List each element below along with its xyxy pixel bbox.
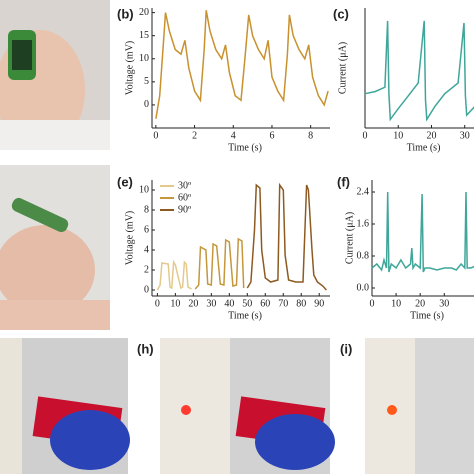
data-line — [246, 182, 327, 291]
x-tick-label: 20 — [415, 298, 425, 309]
x-tick-label: 4 — [231, 130, 236, 141]
x-tick-label: 2 — [192, 130, 197, 141]
y-axis-label: Current (μA) — [337, 42, 348, 94]
x-tick-label: 30 — [460, 130, 470, 141]
panel-label: (c) — [333, 6, 349, 21]
x-tick-label: 20 — [426, 130, 436, 141]
legend-label: 60º — [178, 192, 191, 203]
x-tick-label: 30 — [206, 298, 216, 309]
x-tick-label: 0 — [153, 130, 158, 141]
y-tick-label: 0 — [144, 99, 149, 110]
y-axis-label: Current (μA) — [344, 212, 355, 264]
x-tick-label: 0 — [363, 130, 368, 141]
x-tick-label: 20 — [188, 298, 198, 309]
y-tick-label: 0 — [144, 284, 149, 295]
data-line — [155, 10, 329, 119]
y-tick-label: 4 — [144, 244, 149, 255]
y-tick-label: 20 — [139, 7, 149, 18]
data-line — [194, 237, 245, 290]
y-tick-label: 0.8 — [357, 250, 370, 261]
x-tick-label: 10 — [393, 130, 403, 141]
photo-d — [0, 165, 110, 330]
y-tick-label: 2.4 — [357, 186, 370, 197]
x-tick-label: 0 — [155, 298, 160, 309]
panel-label: (f) — [337, 174, 350, 189]
legend-label: 30º — [178, 180, 191, 191]
y-tick-label: 6 — [144, 224, 149, 235]
photo-h — [160, 338, 335, 474]
x-axis-label: Time (s) — [410, 310, 444, 321]
y-tick-label: 15 — [139, 30, 149, 41]
panel-label: (e) — [117, 174, 133, 189]
y-tick-label: 5 — [144, 76, 149, 87]
x-tick-label: 40 — [224, 298, 234, 309]
panel-label: (i) — [340, 341, 352, 356]
x-tick-label: 80 — [296, 298, 306, 309]
x-tick-label: 60 — [260, 298, 270, 309]
x-tick-label: 70 — [278, 298, 288, 309]
y-tick-label: 0.0 — [357, 282, 370, 293]
panel-label: (b) — [117, 6, 134, 21]
x-tick-label: 90 — [314, 298, 324, 309]
x-tick-label: 0 — [370, 298, 375, 309]
x-tick-label: 6 — [269, 130, 274, 141]
y-axis-label: Voltage (mV) — [124, 211, 135, 266]
x-tick-label: 50 — [242, 298, 252, 309]
y-tick-label: 1.6 — [357, 218, 370, 229]
data-line — [371, 191, 474, 273]
data-line — [156, 259, 192, 291]
y-tick-label: 8 — [144, 204, 149, 215]
x-axis-label: Time (s) — [407, 142, 441, 153]
y-axis-label: Voltage (mV) — [124, 41, 135, 96]
x-tick-label: 10 — [170, 298, 180, 309]
legend-label: 90º — [178, 204, 191, 215]
photo-g — [0, 338, 130, 474]
x-axis-label: Time (s) — [228, 142, 262, 153]
x-tick-label: 30 — [439, 298, 449, 309]
x-tick-label: 8 — [308, 130, 313, 141]
panel-label: (h) — [137, 341, 154, 356]
x-tick-label: 10 — [391, 298, 401, 309]
y-tick-label: 10 — [139, 184, 149, 195]
x-axis-label: Time (s) — [228, 310, 262, 321]
data-line — [364, 20, 474, 122]
photo-i — [365, 338, 474, 474]
y-tick-label: 2 — [144, 264, 149, 275]
y-tick-label: 10 — [139, 53, 149, 64]
photo-a — [0, 0, 110, 150]
